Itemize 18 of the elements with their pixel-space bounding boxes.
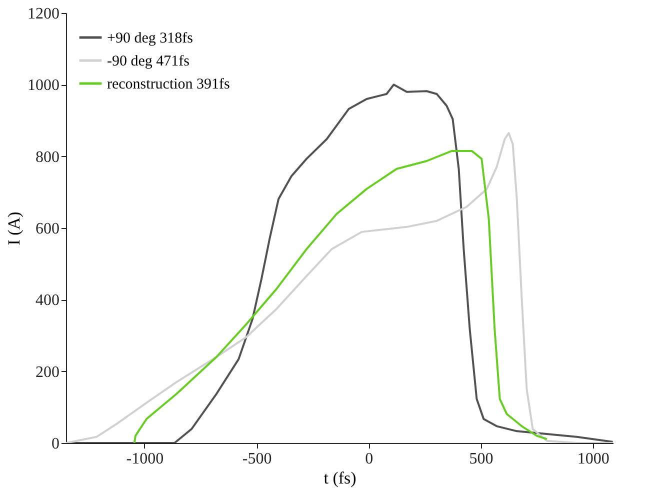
legend-label: +90 deg 318fs: [107, 30, 194, 46]
y-tick-label: 1200: [28, 6, 60, 22]
line-series: [133, 150, 548, 443]
y-tick-label: 400: [36, 292, 60, 310]
x-tick-label: 1000: [577, 450, 610, 468]
y-axis-title: I (A): [4, 212, 24, 246]
x-tick-label: 500: [469, 450, 494, 468]
y-tick-label: 800: [36, 148, 60, 166]
y-tick-label: 600: [36, 220, 60, 238]
y-tick-label: 200: [36, 364, 60, 381]
x-axis-title: t (fs): [324, 468, 356, 488]
x-tick-label: 0: [365, 450, 374, 468]
y-tick-label: 0: [52, 436, 60, 452]
y-tick-label: 1000: [28, 77, 60, 94]
legend-label: -90 deg 471fs: [107, 54, 190, 70]
legend-label: reconstruction 391fs: [107, 76, 230, 92]
x-tick-label: -500: [242, 450, 272, 468]
x-tick-label: -1000: [126, 450, 164, 468]
